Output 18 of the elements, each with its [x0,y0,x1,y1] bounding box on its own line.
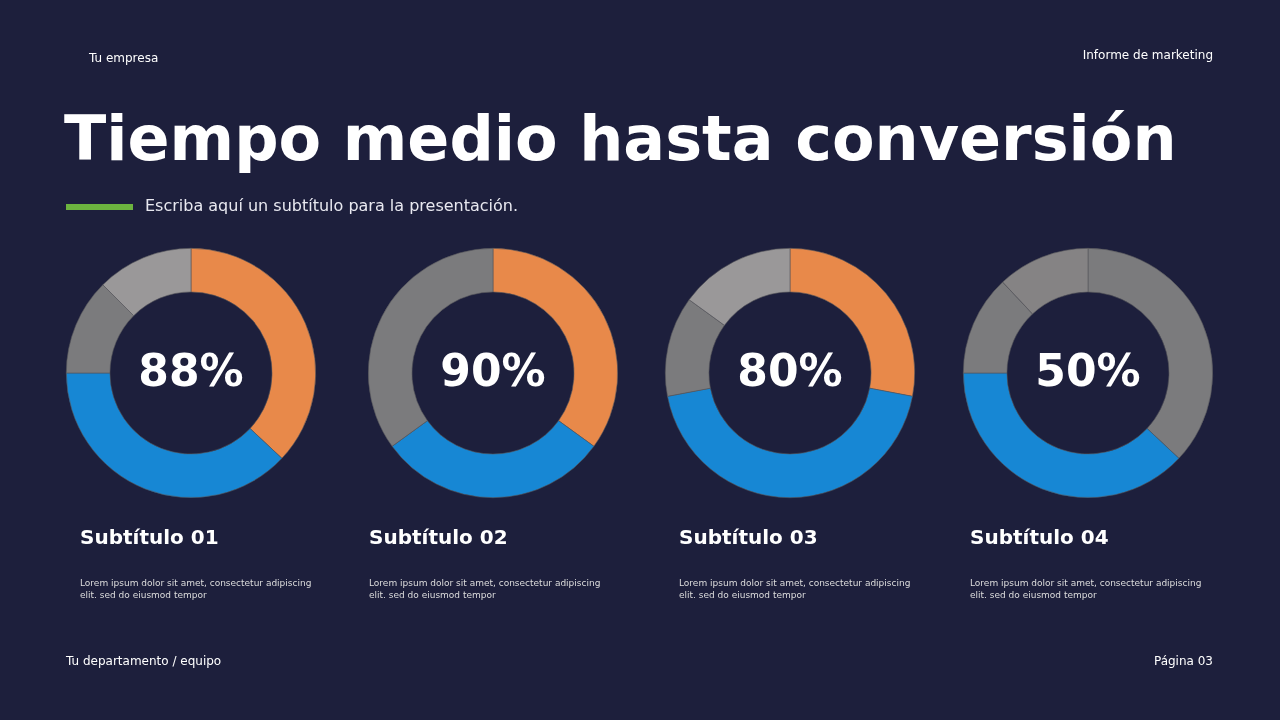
text: Lorem ipsum dolor sit amet, consectetur adipiscing elit. sed do eiusmod tempor [369,577,602,601]
text: 50% [1035,345,1141,397]
text: Lorem ipsum dolor sit amet, consectetur adipiscing elit. sed do eiusmod tempor [80,577,313,601]
text: 80% [737,345,843,397]
text: Subtítulo 02 [369,525,508,549]
text: Lorem ipsum dolor sit amet, consectetur adipiscing elit. sed do eiusmod tempor [970,577,1203,601]
text: Tu empresa [89,51,159,65]
text: 90% [440,345,546,397]
text: Subtítulo 04 [970,525,1109,549]
text: Informe de marketing [1082,48,1213,62]
text: Lorem ipsum dolor sit amet, consectetur adipiscing elit. sed do eiusmod tempor [679,577,912,601]
text: Tiempo medio hasta conversión [64,102,1177,175]
text: Subtítulo 03 [679,525,818,549]
text: Escriba aquí un subtítulo para la presentación. [145,196,519,215]
text: Tu departamento / equipo [66,654,222,668]
text: 88% [138,345,244,397]
text: Página 03 [1153,654,1213,668]
text: Subtítulo 01 [80,525,219,549]
